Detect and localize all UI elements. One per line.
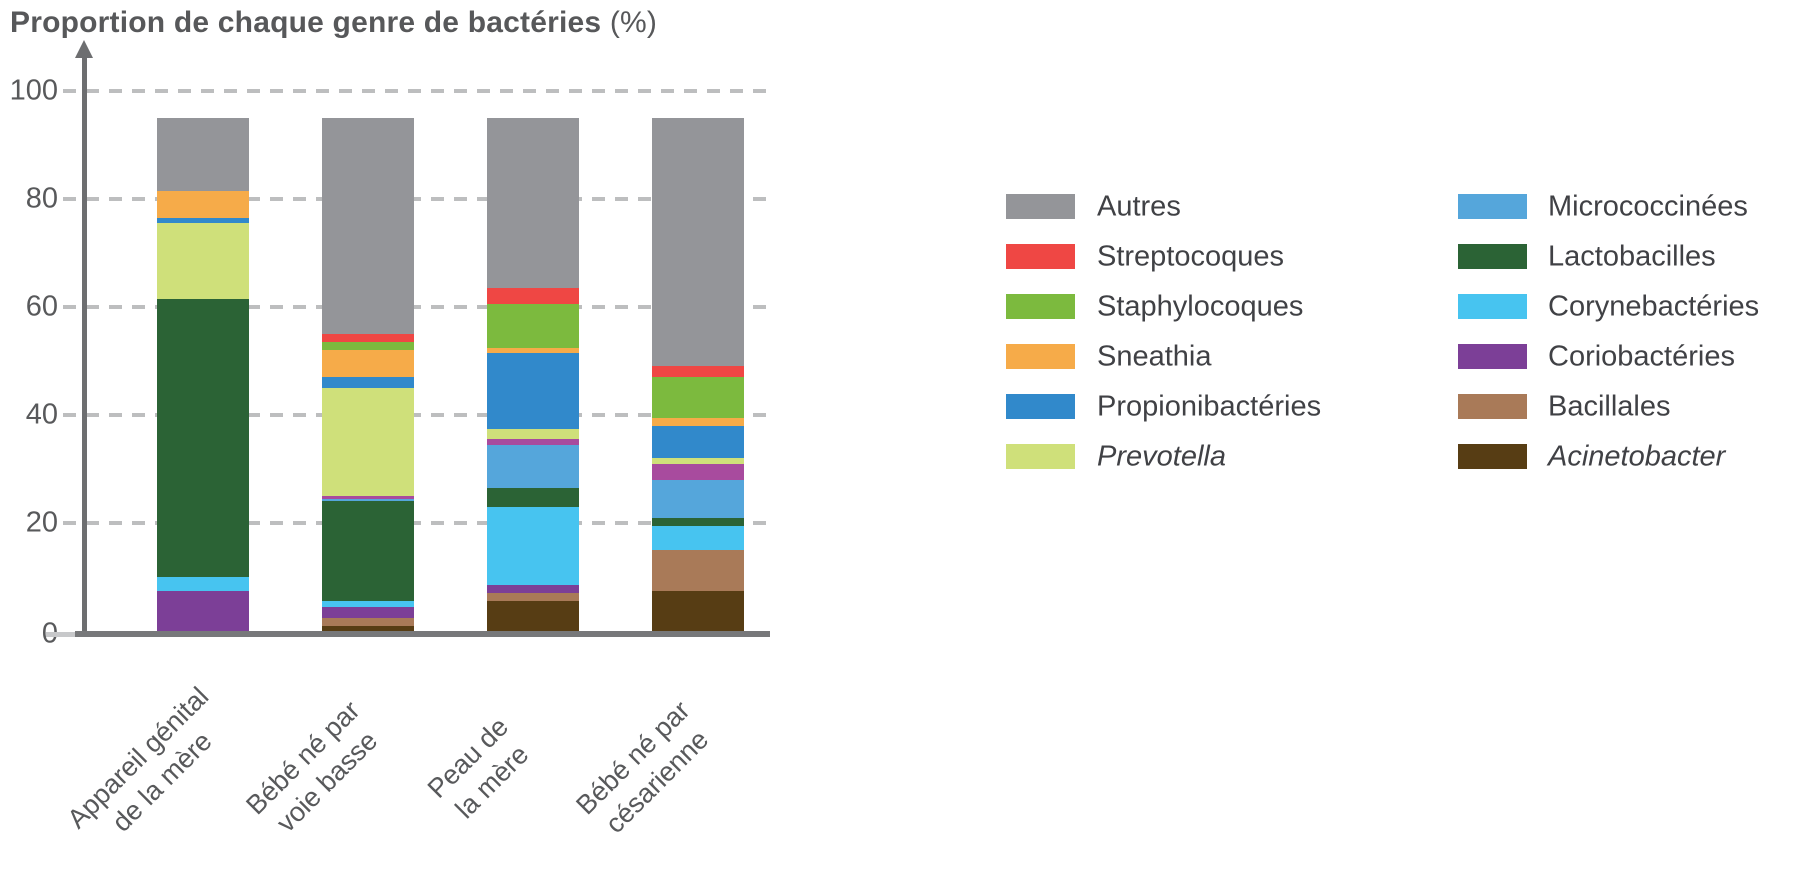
bar-segment-autres — [487, 118, 579, 289]
bar-segment-corynebacteries — [487, 506, 579, 586]
y-axis-arrow-icon — [75, 40, 93, 58]
bar-segment-propionibacteries — [652, 425, 744, 459]
bar-segment-streptocoques — [322, 334, 414, 343]
bar-segment-lactobacilles — [487, 487, 579, 507]
bar-segment-autres — [157, 118, 249, 191]
legend-swatch-sneathia — [1006, 344, 1075, 369]
gridline-80 — [63, 197, 768, 201]
bar-segment-micrococcinees — [487, 444, 579, 488]
bar-segment-corynebacteries — [157, 577, 249, 591]
legend-label-lactobacilles: Lactobacilles — [1548, 240, 1716, 272]
bar-2 — [322, 118, 414, 631]
bar-4 — [652, 118, 744, 631]
bar-segment-propionibacteries — [322, 377, 414, 389]
bar-segment-corynebacteries — [322, 601, 414, 607]
gridline-100 — [63, 89, 768, 93]
legend-swatch-micrococcinees — [1458, 194, 1527, 219]
x-axis-zero-tick — [46, 632, 76, 637]
gridline-40 — [63, 413, 768, 417]
legend-swatch-lactobacilles — [1458, 244, 1527, 269]
bar-segment-sneathia — [157, 190, 249, 218]
legend-swatch-prevotella — [1006, 444, 1075, 469]
legend-label-sneathia: Sneathia — [1097, 340, 1212, 372]
legend-label-streptocoques: Streptocoques — [1097, 240, 1285, 272]
legend-swatch-bacillales — [1458, 394, 1527, 419]
y-tick-label-40: 40 — [25, 398, 58, 431]
bar-segment-bacillales — [652, 550, 744, 591]
bar-segment-coriobacteries — [157, 590, 249, 631]
bar-segment-autres — [652, 118, 744, 367]
bar-segment-staphylocoques — [487, 304, 579, 348]
legend-label-propionibacteries: Propionibactéries — [1097, 390, 1322, 422]
bar-segment-bacillales — [322, 617, 414, 626]
bar-segment-staphylocoques — [322, 342, 414, 351]
bar-3 — [487, 118, 579, 631]
bar-segment-lactobacilles — [157, 298, 249, 577]
legend-swatch-staphylocoques — [1006, 294, 1075, 319]
legend-label-micrococcinees: Micrococcinées — [1548, 190, 1748, 222]
chart-title-unit: (%) — [609, 6, 658, 39]
bar-segment-non_legende — [487, 439, 579, 445]
bar-segment-propionibacteries — [487, 352, 579, 429]
y-tick-label-80: 80 — [25, 182, 58, 215]
legend-label-prevotella: Prevotella — [1097, 440, 1226, 472]
legend-label-acinetobacter: Acinetobacter — [1548, 440, 1726, 472]
legend-label-coriobacteries: Coriobactéries — [1548, 340, 1735, 372]
bar-segment-sneathia — [487, 347, 579, 353]
bar-1 — [157, 118, 249, 631]
bar-segment-coriobacteries — [322, 606, 414, 618]
legend-swatch-acinetobacter — [1458, 444, 1527, 469]
bar-segment-corynebacteries — [652, 525, 744, 550]
bar-segment-sneathia — [322, 350, 414, 378]
bar-segment-sneathia — [652, 417, 744, 426]
bar-segment-acinetobacter — [487, 601, 579, 631]
bar-segment-streptocoques — [652, 366, 744, 378]
legend-swatch-streptocoques — [1006, 244, 1075, 269]
legend-label-staphylocoques: Staphylocoques — [1097, 290, 1304, 322]
legend-label-bacillales: Bacillales — [1548, 390, 1671, 422]
bar-segment-non_legende — [652, 463, 744, 480]
legend-swatch-coriobacteries — [1458, 344, 1527, 369]
legend-swatch-corynebacteries — [1458, 294, 1527, 319]
bar-segment-lactobacilles — [652, 517, 744, 526]
bar-segment-prevotella — [322, 388, 414, 497]
x-axis — [75, 631, 770, 637]
bar-segment-bacillales — [487, 593, 579, 602]
bar-segment-micrococcinees — [652, 479, 744, 518]
gridline-20 — [63, 521, 768, 525]
y-tick-label-20: 20 — [25, 506, 58, 539]
bar-segment-streptocoques — [487, 288, 579, 305]
bar-segment-acinetobacter — [322, 625, 414, 631]
bar-segment-prevotella — [487, 428, 579, 440]
legend-swatch-propionibacteries — [1006, 394, 1075, 419]
bar-segment-non_legende — [322, 496, 414, 499]
bar-segment-autres — [322, 118, 414, 335]
y-tick-label-60: 60 — [25, 290, 58, 323]
chart-title: Proportion de chaque genre de bactéries … — [10, 6, 657, 40]
y-axis — [82, 56, 87, 636]
legend-label-corynebacteries: Corynebactéries — [1548, 290, 1760, 322]
bar-segment-propionibacteries — [157, 217, 249, 224]
bar-segment-acinetobacter — [652, 590, 744, 631]
bar-segment-staphylocoques — [652, 377, 744, 418]
bar-segment-prevotella — [652, 458, 744, 464]
chart-title-text: Proportion de chaque genre de bactéries — [10, 6, 602, 39]
legend-label-autres: Autres — [1097, 190, 1181, 222]
gridline-60 — [63, 305, 768, 309]
bar-segment-prevotella — [157, 223, 249, 299]
bar-segment-lactobacilles — [322, 501, 414, 602]
bar-segment-coriobacteries — [487, 585, 579, 594]
bar-segment-micrococcinees — [322, 498, 414, 502]
legend-swatch-autres — [1006, 194, 1075, 219]
y-tick-label-100: 100 — [9, 74, 58, 107]
